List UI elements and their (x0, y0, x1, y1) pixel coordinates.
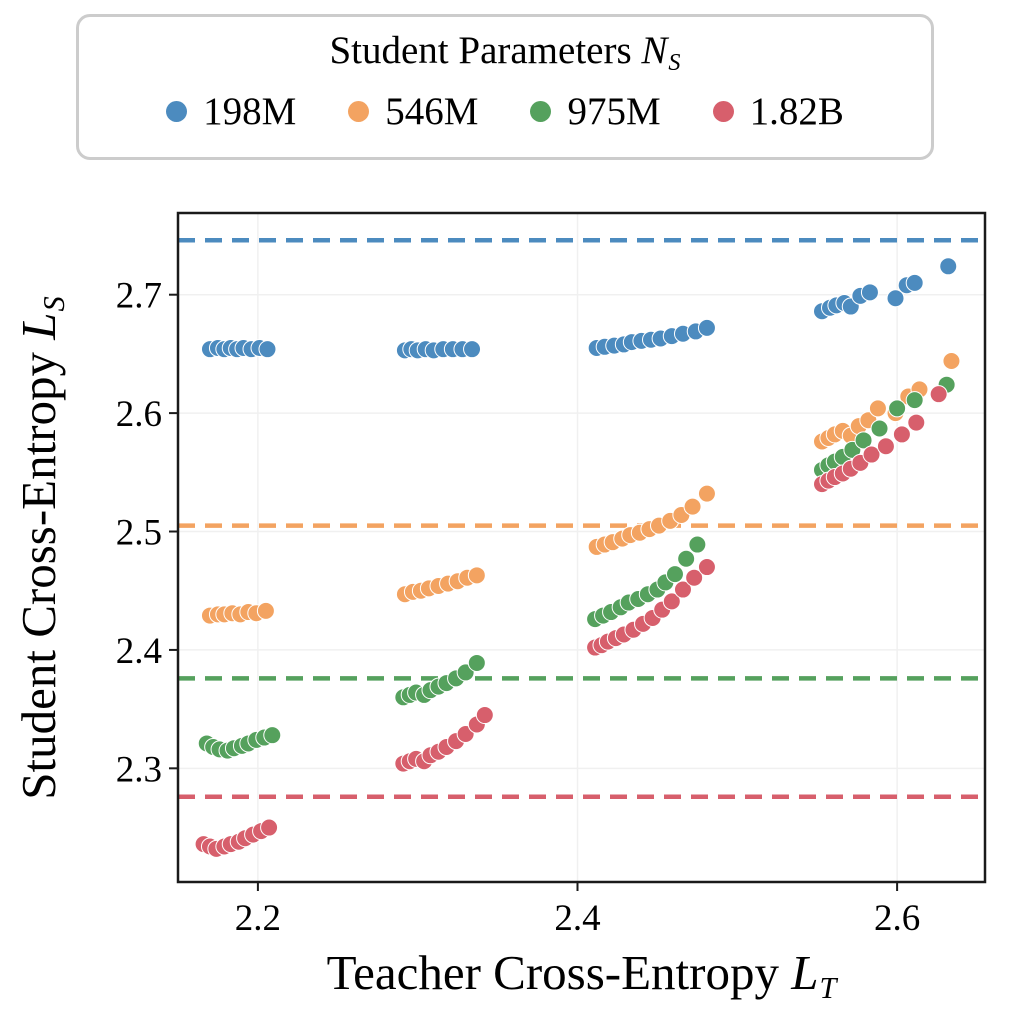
scatter-point-198M (939, 257, 958, 276)
x-tick-label: 2.4 (554, 898, 600, 939)
legend-swatch-icon (530, 100, 552, 122)
legend-swatch-icon (166, 100, 188, 122)
scatter-point-1.82B (475, 706, 494, 725)
scatter-point-1.82B (673, 580, 692, 599)
scatter-point-975M (467, 653, 486, 672)
scatter-point-975M (263, 726, 282, 745)
scatter-point-975M (688, 535, 707, 554)
scatter-point-1.82B (892, 425, 911, 444)
x-axis-label: Teacher Cross-Entropy LT (178, 944, 985, 1006)
scatter-point-1.82B (685, 568, 704, 587)
y-tick-label: 2.3 (116, 749, 162, 790)
scatter-point-198M (697, 318, 716, 337)
legend-item-label: 546M (385, 89, 479, 133)
scatter-point-975M (665, 565, 684, 584)
scatter-point-546M (467, 566, 486, 585)
scatter-point-975M (870, 419, 889, 438)
x-axis-label-text: Teacher Cross-Entropy (326, 945, 792, 1000)
legend-item-label: 1.82B (749, 89, 844, 133)
scatter-point-1.82B (697, 558, 716, 577)
x-tick-label: 2.2 (235, 898, 281, 939)
scatter-point-1.82B (862, 445, 881, 464)
legend-item-1.82B: 1.82B (712, 89, 844, 134)
legend-title-sub: S (668, 48, 681, 76)
scatter-point-546M (942, 352, 961, 371)
legend-item-975M: 975M (530, 89, 661, 134)
axes-spine (176, 211, 987, 884)
scatter-point-198M (258, 340, 277, 359)
legend-item-label: 198M (203, 89, 297, 133)
scatter-point-198M (860, 283, 879, 302)
scatter-point-546M (256, 601, 275, 620)
y-axis-label: Student Cross-Entropy LS (10, 148, 74, 948)
scatter-point-198M (905, 273, 924, 292)
legend-title: Student Parameters NS (79, 29, 931, 77)
scatter-point-1.82B (662, 592, 681, 611)
legend-title-var: N (641, 29, 668, 72)
y-axis-label-text: Student Cross-Entropy (11, 339, 66, 800)
legend-title-text: Student Parameters (329, 29, 642, 72)
scatter-point-546M (683, 497, 702, 516)
scatter-point-975M (677, 549, 696, 568)
y-tick-label: 2.7 (116, 276, 162, 317)
scatter-point-975M (888, 399, 907, 418)
y-tick-label: 2.4 (116, 631, 162, 672)
scatter-point-198M (886, 289, 905, 308)
scatter-point-975M (854, 431, 873, 450)
legend-items: 198M 546M 975M 1.82B (79, 89, 931, 134)
scatter-point-1.82B (260, 818, 279, 837)
y-axis-label-var: L (11, 312, 66, 340)
legend-item-label: 975M (567, 89, 661, 133)
legend-item-546M: 546M (348, 89, 478, 134)
y-axis-label-sub: S (36, 296, 71, 312)
scatter-point-975M (905, 391, 924, 410)
legend-swatch-icon (712, 100, 734, 122)
scatter-point-1.82B (907, 413, 926, 432)
x-axis-label-sub: T (819, 970, 837, 1005)
scatter-point-546M (697, 484, 716, 503)
scatter-point-1.82B (876, 437, 895, 456)
y-tick-label: 2.5 (116, 513, 162, 554)
x-tick-label: 2.6 (874, 898, 920, 939)
scatter-point-546M (868, 399, 887, 418)
legend-swatch-icon (348, 100, 370, 122)
legend-item-198M: 198M (166, 89, 296, 134)
scatter-point-1.82B (929, 385, 948, 404)
legend-box: Student Parameters NS 198M 546M 975M 1.82B (76, 14, 934, 160)
scatter-point-198M (463, 340, 482, 359)
y-tick-label: 2.6 (116, 394, 162, 435)
x-axis-label-var: L (791, 945, 819, 1000)
